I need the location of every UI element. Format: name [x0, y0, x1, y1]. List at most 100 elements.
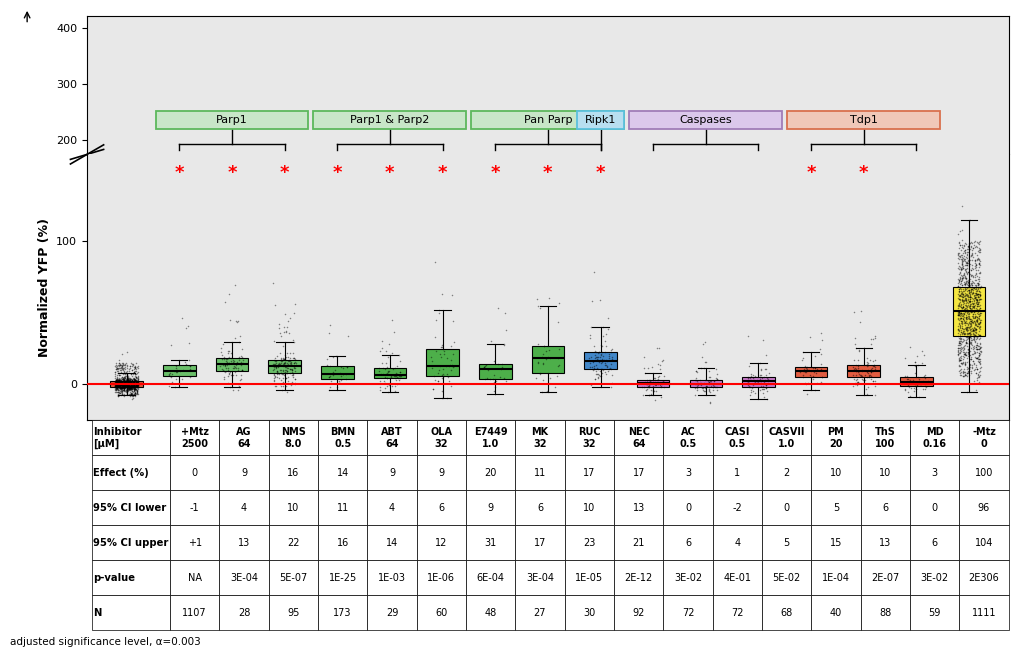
Point [121, 385, 137, 396]
Point [954, 334, 971, 344]
Point [689, 376, 706, 387]
Point [120, 381, 136, 391]
Point [953, 324, 970, 335]
Point [853, 369, 869, 380]
Point [954, 296, 971, 306]
Point [180, 320, 197, 331]
Point [117, 381, 133, 392]
Point [229, 385, 246, 395]
Point [639, 376, 655, 387]
Point [955, 272, 972, 283]
Point [972, 307, 988, 318]
Point [128, 376, 144, 386]
Point [950, 248, 967, 258]
Point [114, 379, 130, 389]
Point [961, 285, 977, 296]
Point [114, 379, 130, 389]
Point [858, 353, 874, 363]
Point [118, 379, 134, 389]
Point [270, 369, 287, 380]
Point [120, 378, 136, 389]
Point [267, 361, 284, 372]
Point [598, 355, 614, 365]
Point [913, 346, 930, 357]
Point [282, 356, 298, 367]
Point [961, 296, 977, 306]
Point [956, 359, 973, 370]
Point [951, 333, 968, 344]
Point [950, 290, 967, 301]
Point [115, 376, 131, 386]
Point [897, 383, 913, 394]
Point [118, 375, 134, 385]
Point [952, 263, 969, 273]
Point [957, 300, 974, 311]
Point [113, 377, 129, 387]
Point [122, 381, 138, 391]
PathPatch shape [111, 381, 143, 387]
Point [962, 329, 978, 339]
Point [954, 337, 971, 347]
Point [971, 371, 987, 381]
Point [848, 375, 864, 385]
Point [907, 384, 924, 395]
Point [110, 363, 126, 373]
Point [120, 378, 136, 389]
Point [371, 367, 387, 377]
Point [955, 284, 972, 294]
Point [918, 372, 934, 383]
Point [761, 367, 777, 378]
Point [267, 372, 284, 382]
Point [866, 364, 883, 374]
Point [962, 327, 978, 338]
Point [957, 266, 974, 276]
Point [592, 367, 608, 377]
Point [125, 381, 141, 391]
Point [689, 383, 706, 393]
Point [901, 377, 918, 387]
Point [118, 378, 134, 388]
Point [709, 374, 725, 384]
Point [121, 383, 137, 394]
Point [701, 396, 718, 407]
Point [276, 367, 293, 378]
Point [127, 381, 143, 391]
Point [950, 308, 967, 318]
Point [375, 369, 391, 380]
Point [582, 333, 598, 343]
Point [972, 359, 988, 369]
Point [959, 298, 976, 308]
Point [971, 312, 987, 323]
Point [689, 378, 706, 388]
Point [267, 381, 284, 391]
Point [963, 318, 979, 329]
Point [962, 318, 978, 329]
Point [708, 363, 724, 374]
Point [972, 339, 988, 350]
Point [953, 355, 970, 365]
Point [124, 391, 140, 401]
Point [973, 342, 989, 352]
Point [969, 364, 985, 374]
Point [106, 367, 123, 377]
Point [321, 372, 337, 383]
Point [125, 374, 141, 385]
Point [849, 374, 865, 384]
Point [118, 380, 134, 391]
Point [656, 382, 673, 393]
Point [694, 352, 711, 362]
Point [112, 382, 128, 393]
Point [902, 375, 919, 385]
Point [968, 262, 984, 272]
Point [603, 359, 620, 369]
Point [115, 381, 131, 392]
Point [116, 385, 132, 395]
Point [964, 305, 980, 316]
Point [953, 367, 970, 377]
Point [962, 288, 978, 298]
Point [116, 372, 132, 382]
Point [127, 381, 143, 392]
Point [968, 363, 984, 374]
Point [964, 284, 980, 294]
Point [115, 358, 131, 368]
